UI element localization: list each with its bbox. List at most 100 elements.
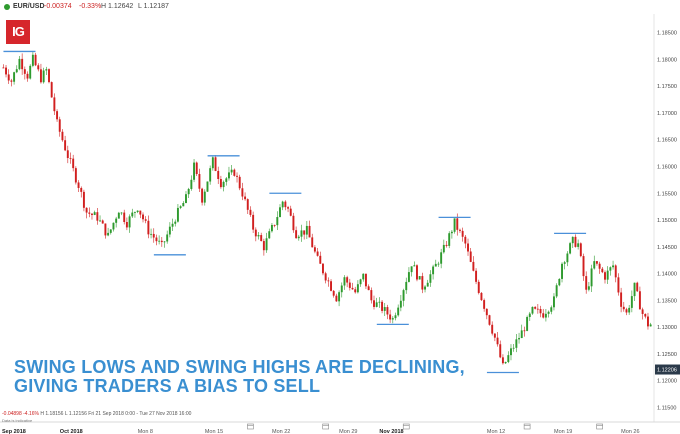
candle <box>198 168 201 193</box>
candle <box>458 228 461 233</box>
candle <box>386 304 389 320</box>
candle-body <box>453 218 456 232</box>
candle <box>236 172 238 183</box>
candle <box>222 180 225 192</box>
candle <box>622 301 625 312</box>
candle-body <box>252 214 255 230</box>
calendar-icon <box>596 423 603 430</box>
candle-body <box>219 179 222 188</box>
candle <box>15 65 18 74</box>
candle-body <box>174 221 177 224</box>
candle <box>185 191 187 204</box>
candle-body <box>238 176 241 189</box>
price-tag-box <box>655 364 680 375</box>
candle-body <box>504 361 507 364</box>
candle <box>238 174 241 191</box>
candle <box>31 52 34 68</box>
candle-body <box>107 232 110 236</box>
candle <box>252 211 255 233</box>
candle-body <box>510 348 512 356</box>
candle <box>343 275 346 290</box>
candle-body <box>399 300 402 308</box>
candle <box>152 228 155 243</box>
candle-body <box>142 214 144 220</box>
candle <box>515 333 518 353</box>
candle <box>359 278 362 287</box>
candle <box>394 312 397 321</box>
candle <box>633 282 636 302</box>
y-tick-label: 1.18500 <box>657 31 677 37</box>
headline-line-1: SWING LOWS AND SWING HIGHS ARE DECLINING… <box>14 357 465 377</box>
candle-body <box>217 170 220 180</box>
y-tick-label: 1.16500 <box>657 138 677 144</box>
candle <box>276 211 279 230</box>
candle-body <box>445 244 448 246</box>
candle-body <box>340 285 343 293</box>
candle <box>338 290 341 307</box>
candle <box>335 293 338 302</box>
candle-body <box>413 265 416 267</box>
candle <box>523 326 526 337</box>
candle-body <box>284 201 287 208</box>
candle <box>375 297 378 308</box>
candle-body <box>244 196 247 200</box>
candle <box>518 332 521 344</box>
price-tag-label: 1.12206 <box>657 368 677 374</box>
candle-body <box>641 309 644 314</box>
candle <box>319 251 322 264</box>
candle-body <box>77 182 80 188</box>
candle-body <box>85 207 88 213</box>
candle <box>434 259 437 267</box>
candle <box>475 268 478 285</box>
candle-body <box>31 54 34 66</box>
candle <box>279 204 281 218</box>
candle-body <box>636 282 639 292</box>
candle <box>418 275 421 280</box>
candle-body <box>614 265 617 278</box>
candle-body <box>424 286 427 290</box>
candle-body <box>10 80 13 82</box>
candle <box>542 308 545 319</box>
candle <box>569 241 572 255</box>
calendar-icon <box>247 423 254 430</box>
candle <box>69 152 72 164</box>
candle-body <box>362 273 365 280</box>
candle-body <box>246 199 249 210</box>
calendar-icon-frame <box>322 423 329 430</box>
candle <box>233 168 236 177</box>
candle-body <box>421 276 424 290</box>
y-tick-label: 1.11500 <box>657 405 676 411</box>
candle <box>507 351 510 364</box>
chart-header: EUR/USD -0.00374 -0.33% H 1.12642 L 1.12… <box>0 0 680 14</box>
calendar-icon <box>322 423 329 430</box>
candle-body <box>190 179 193 189</box>
candle-body <box>539 308 542 314</box>
candle-body <box>528 313 531 318</box>
candle-body <box>375 302 378 307</box>
candle-body <box>23 69 26 74</box>
candle <box>93 210 96 216</box>
candle <box>249 206 252 217</box>
y-axis: 1.18500 1.18000 1.17500 1.17000 1.16500 1.160… <box>657 31 677 412</box>
candle-body <box>214 157 217 171</box>
candle <box>147 215 150 239</box>
candle <box>99 215 102 223</box>
candle-body <box>230 169 233 173</box>
candle <box>179 205 182 210</box>
candle-body <box>152 233 155 238</box>
candle-body <box>5 67 7 75</box>
candle-body <box>193 162 196 180</box>
y-tick-label: 1.14000 <box>657 272 677 278</box>
candle <box>501 354 504 365</box>
candle <box>21 53 24 75</box>
candle-body <box>407 272 410 282</box>
candle <box>630 290 633 313</box>
candle <box>488 314 491 326</box>
candle <box>308 220 311 238</box>
candle <box>142 212 144 223</box>
x-tick-label: Oct 2018 <box>60 429 83 434</box>
calendar-icon-frame <box>523 423 531 430</box>
candle-body <box>91 213 93 215</box>
candle-body <box>480 292 483 301</box>
